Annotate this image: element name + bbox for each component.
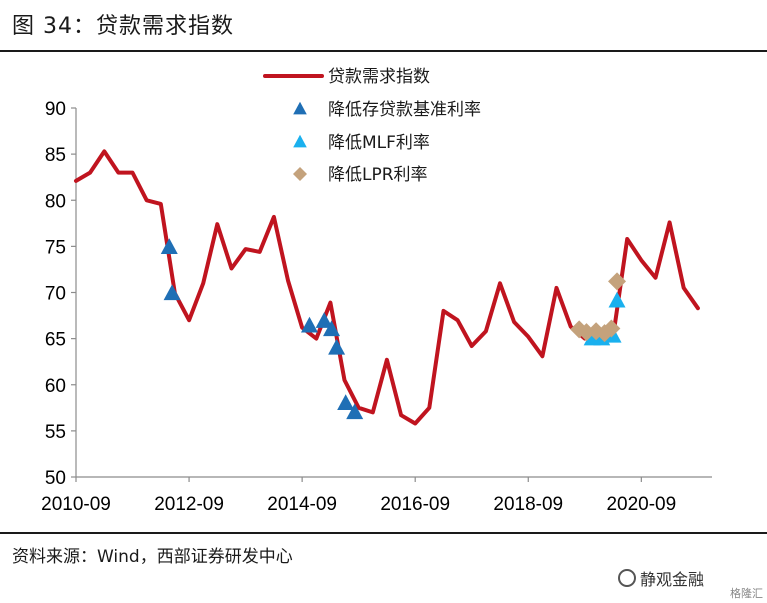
source-note: 资料来源：Wind，西部证券研发中心	[12, 547, 293, 567]
y-tick-label: 80	[45, 191, 66, 212]
x-tick-label: 2010-09	[41, 494, 111, 515]
y-tick-label: 60	[45, 376, 66, 397]
legend-lpr-swatch	[293, 167, 307, 181]
loan-demand-chart: 50 55 60 65 70 75 80 85 90 2010-09 2012-09 2014-09 2…	[41, 67, 712, 515]
rrr-cut-marker	[346, 403, 364, 420]
rrr-cut-marker	[300, 316, 318, 333]
watermark: 静观金融	[618, 566, 704, 590]
lpr-cut-marker	[602, 319, 621, 338]
y-tick-label: 90	[45, 99, 66, 120]
x-tick-label: 2014-09	[267, 494, 337, 515]
y-tick-label: 75	[45, 237, 66, 258]
rrr-cut-marker	[328, 338, 346, 355]
figure-title: 图 34：贷款需求指数	[12, 14, 234, 39]
rrr-cut-marker	[315, 312, 333, 328]
y-tick-label: 65	[45, 330, 66, 351]
rrr-cut-marker	[160, 238, 178, 255]
y-tick-label: 85	[45, 145, 66, 166]
corner-mark: 格隆汇	[730, 587, 763, 600]
rrr-cut-marker	[323, 320, 341, 337]
top-rule	[0, 50, 767, 52]
x-tick-label: 2012-09	[154, 494, 224, 515]
mlf-cut-marker	[608, 291, 626, 308]
legend-label: 降低MLF利率	[328, 133, 430, 153]
series-layer	[74, 149, 700, 426]
axes: 50 55 60 65 70 75 80 85 90 2010-09 2012-09 2014-09 2…	[41, 99, 712, 515]
wechat-icon	[618, 569, 636, 587]
rrr-cut-marker	[337, 394, 355, 410]
legend-label: 降低存贷款基准利率	[328, 100, 481, 120]
legend-rrr-swatch	[293, 101, 307, 115]
y-tick-label: 55	[45, 422, 66, 443]
watermark-text: 静观金融	[640, 570, 705, 589]
lpr-cut-marker	[608, 272, 627, 291]
y-tick-label: 50	[45, 468, 66, 489]
legend-mlf-swatch	[293, 134, 307, 148]
rrr-cut-marker	[163, 284, 181, 301]
bottom-rule	[0, 532, 767, 534]
x-tick-label: 2018-09	[493, 494, 563, 515]
x-tick-label: 2020-09	[606, 494, 676, 515]
loan-demand-line	[74, 149, 700, 426]
x-tick-label: 2016-09	[380, 494, 450, 515]
legend-label: 降低LPR利率	[328, 165, 428, 185]
legend-label: 贷款需求指数	[328, 67, 430, 87]
y-tick-label: 70	[45, 284, 66, 305]
